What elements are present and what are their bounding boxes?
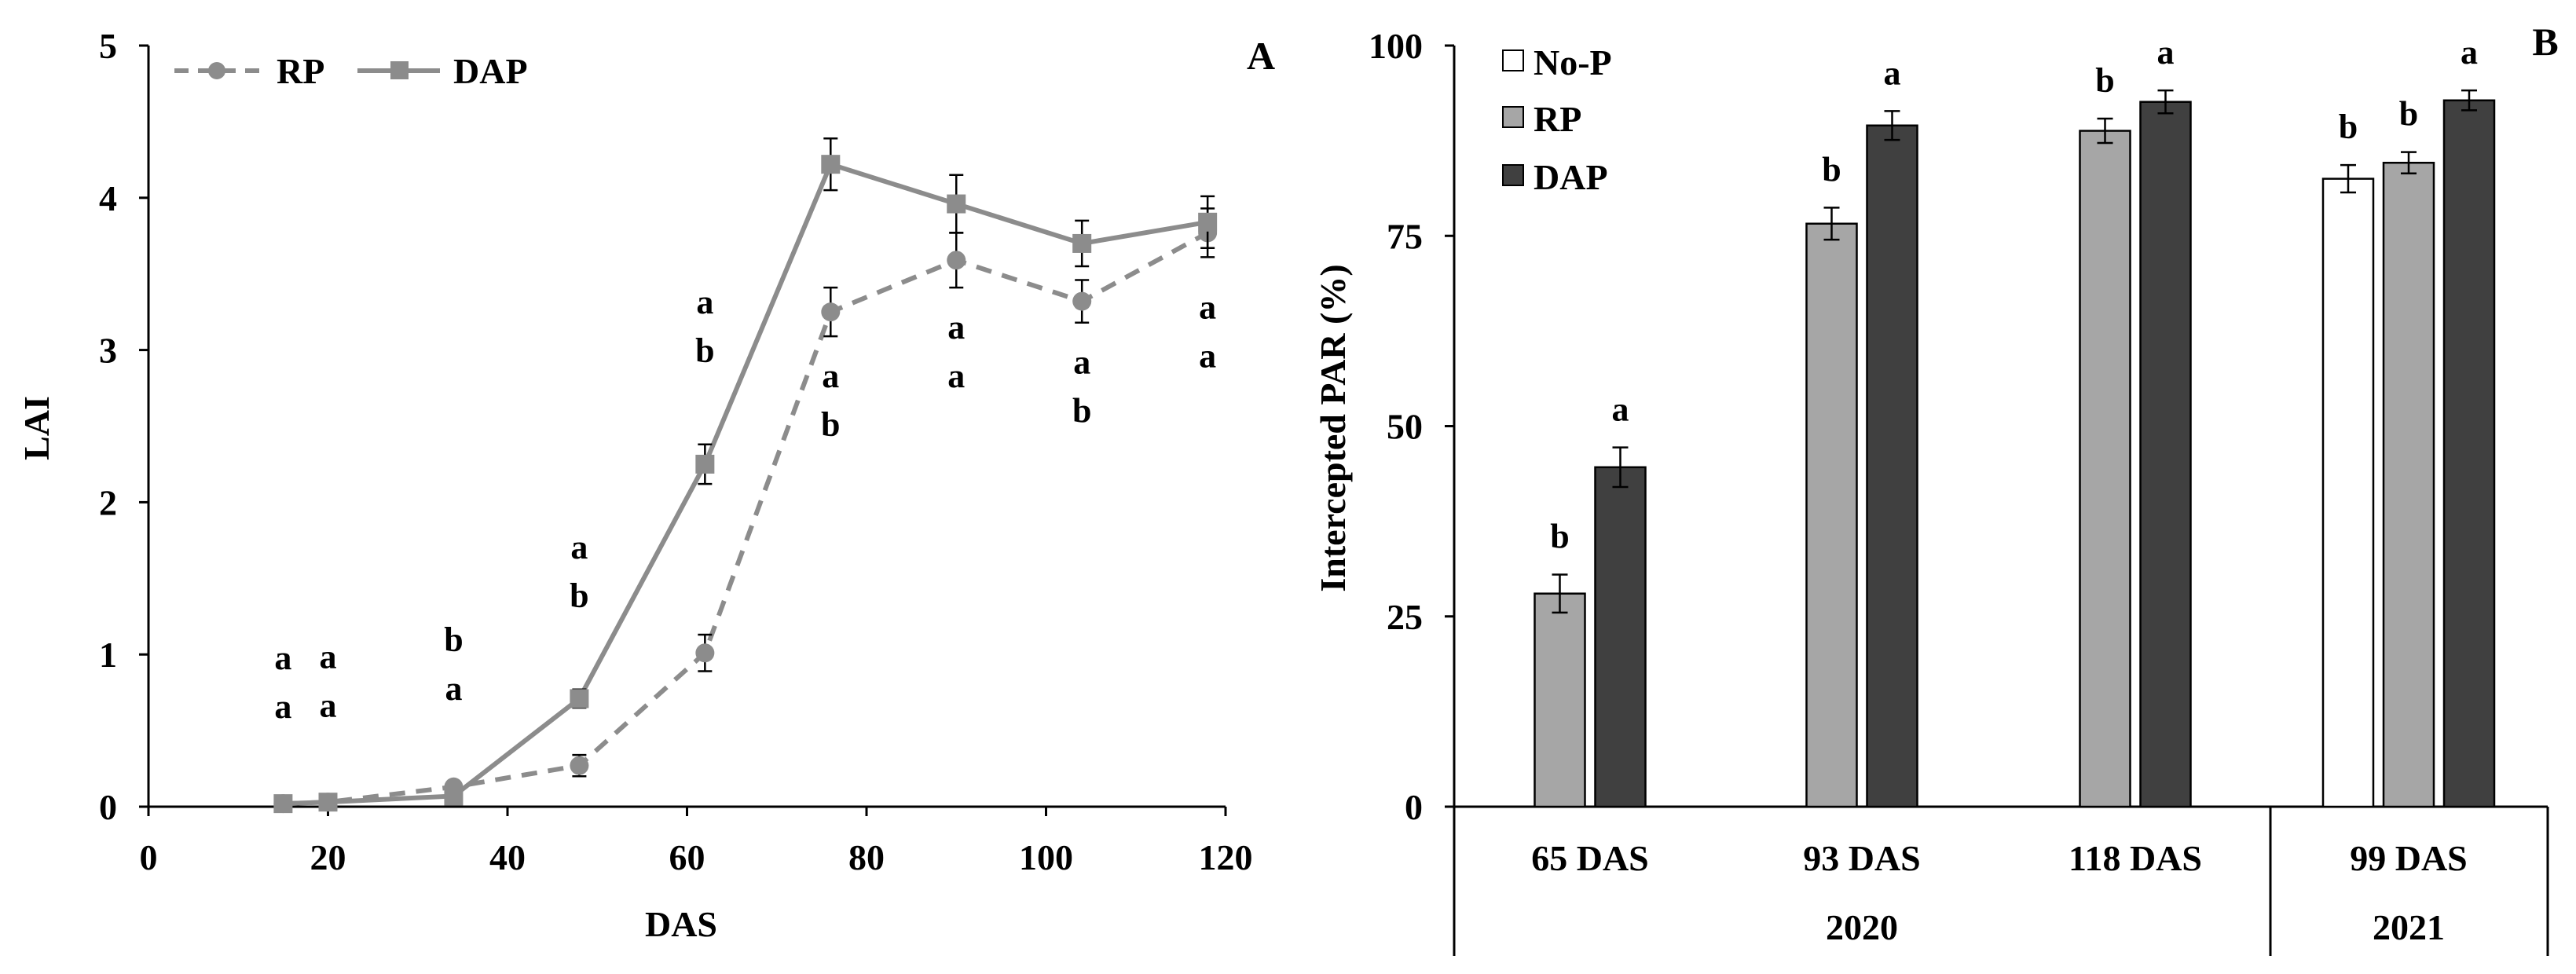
significance-letter: b [1072, 392, 1091, 430]
category-label: 99 DAS [2350, 838, 2468, 878]
bar-rp [2079, 130, 2131, 808]
significance-letter: a [445, 669, 462, 708]
legend-dap-marker [390, 61, 409, 79]
category-label: 93 DAS [1803, 838, 1921, 878]
y-tick-label: 100 [1369, 26, 1423, 66]
significance-letter: a [1073, 343, 1090, 382]
legend-rp-label-b: RP [1534, 99, 1581, 139]
data-point-dap [570, 689, 589, 709]
panel-b-year-2021: 2021 [2373, 907, 2445, 947]
legend-dap-label-b: DAP [1534, 157, 1608, 197]
significance-letter: a [274, 639, 291, 677]
data-point-rp [570, 756, 589, 775]
panel-a-legend: RP DAP [174, 51, 528, 91]
panel-b-letter: B [2532, 20, 2558, 64]
y-tick-label: 75 [1387, 216, 1423, 256]
panel-b: 0 25 50 75 100 65 DAS b a 93 DAS b a 118 DAS b a 99 D… [1313, 20, 2559, 956]
x-tick-label: 20 [310, 837, 346, 877]
significance-letter: b [821, 405, 840, 444]
significance-letter: a [2461, 33, 2478, 71]
legend-dap-swatch [1502, 164, 1524, 186]
data-point-dap [695, 454, 715, 474]
data-point-dap [1198, 212, 1218, 232]
significance-letter: a [274, 687, 291, 726]
bar-dap [1866, 124, 1918, 808]
legend-nop-swatch [1502, 49, 1524, 71]
panel-b-year-2020: 2020 [1826, 907, 1898, 947]
legend-rp-label: RP [277, 51, 324, 91]
bar-dap [1594, 466, 1647, 808]
significance-letter: a [570, 528, 588, 566]
significance-letter: a [1884, 53, 1901, 92]
bar-rp [1534, 592, 1586, 808]
significance-letter: b [1550, 517, 1569, 555]
significance-letter: a [1199, 336, 1216, 375]
significance-letter: a [822, 357, 839, 395]
category-label: 65 DAS [1531, 838, 1649, 878]
bar-rp [1805, 222, 1858, 808]
significance-letter: a [1612, 390, 1629, 429]
x-tick-label: 120 [1199, 837, 1253, 877]
category-label: 118 DAS [2068, 838, 2202, 878]
significance-letter: a [947, 308, 965, 346]
y-tick-label: 2 [99, 482, 117, 522]
legend-rp-swatch [1502, 106, 1524, 128]
y-tick-label: 5 [99, 26, 117, 66]
series-line-dap [283, 161, 1208, 807]
significance-letter: a [696, 283, 713, 321]
y-tick-label: 4 [99, 178, 117, 218]
significance-letter: a [947, 357, 965, 395]
x-tick-label: 40 [489, 837, 526, 877]
x-tick-label: 0 [140, 837, 158, 877]
legend-nop-label: No-P [1534, 42, 1612, 82]
y-tick-label: 0 [1405, 787, 1423, 827]
bar-rp [2382, 161, 2435, 808]
data-point-dap [947, 194, 966, 214]
legend-rp-marker [208, 62, 225, 79]
bar-dap [2139, 101, 2192, 808]
significance-letter: a [2157, 33, 2175, 71]
significance-letter: b [695, 331, 714, 370]
data-point-dap [444, 786, 464, 806]
y-tick-label: 1 [99, 635, 117, 675]
significance-letter: b [444, 621, 463, 659]
panel-b-legend: No-P RP DAP [1502, 42, 1612, 197]
series-line-rp [283, 230, 1209, 807]
data-point-rp [1072, 291, 1092, 311]
significance-letter: b [2339, 108, 2358, 146]
significance-letter: a [1199, 287, 1216, 326]
significance-letter: b [2399, 95, 2418, 134]
panel-a-y-label: LAI [16, 396, 57, 460]
y-tick-label: 3 [99, 331, 117, 371]
bar-dap [2442, 99, 2496, 808]
x-tick-label: 60 [669, 837, 705, 877]
data-point-rp [695, 643, 715, 663]
data-point-dap [273, 794, 293, 814]
x-tick-label: 100 [1019, 837, 1073, 877]
y-tick-label: 25 [1387, 597, 1423, 637]
panel-a-x-label: DAS [645, 904, 717, 944]
significance-letter: a [320, 637, 337, 676]
data-point-dap [821, 155, 841, 174]
panel-a-letter: A [1247, 34, 1275, 78]
legend-dap-label: DAP [453, 51, 528, 91]
data-point-rp [947, 251, 966, 270]
y-tick-label: 0 [99, 787, 117, 827]
data-point-dap [318, 793, 338, 812]
significance-letter: b [2095, 61, 2114, 100]
panel-b-y-label: Intercepted PAR (%) [1313, 264, 1353, 591]
y-tick-label: 50 [1387, 407, 1423, 447]
bar-nop [2321, 178, 2375, 808]
data-point-rp [821, 302, 841, 322]
significance-letter: b [570, 577, 588, 615]
data-point-dap [1072, 233, 1092, 253]
significance-letter: a [320, 686, 337, 724]
x-tick-label: 80 [848, 837, 885, 877]
significance-letter: b [1822, 150, 1841, 189]
